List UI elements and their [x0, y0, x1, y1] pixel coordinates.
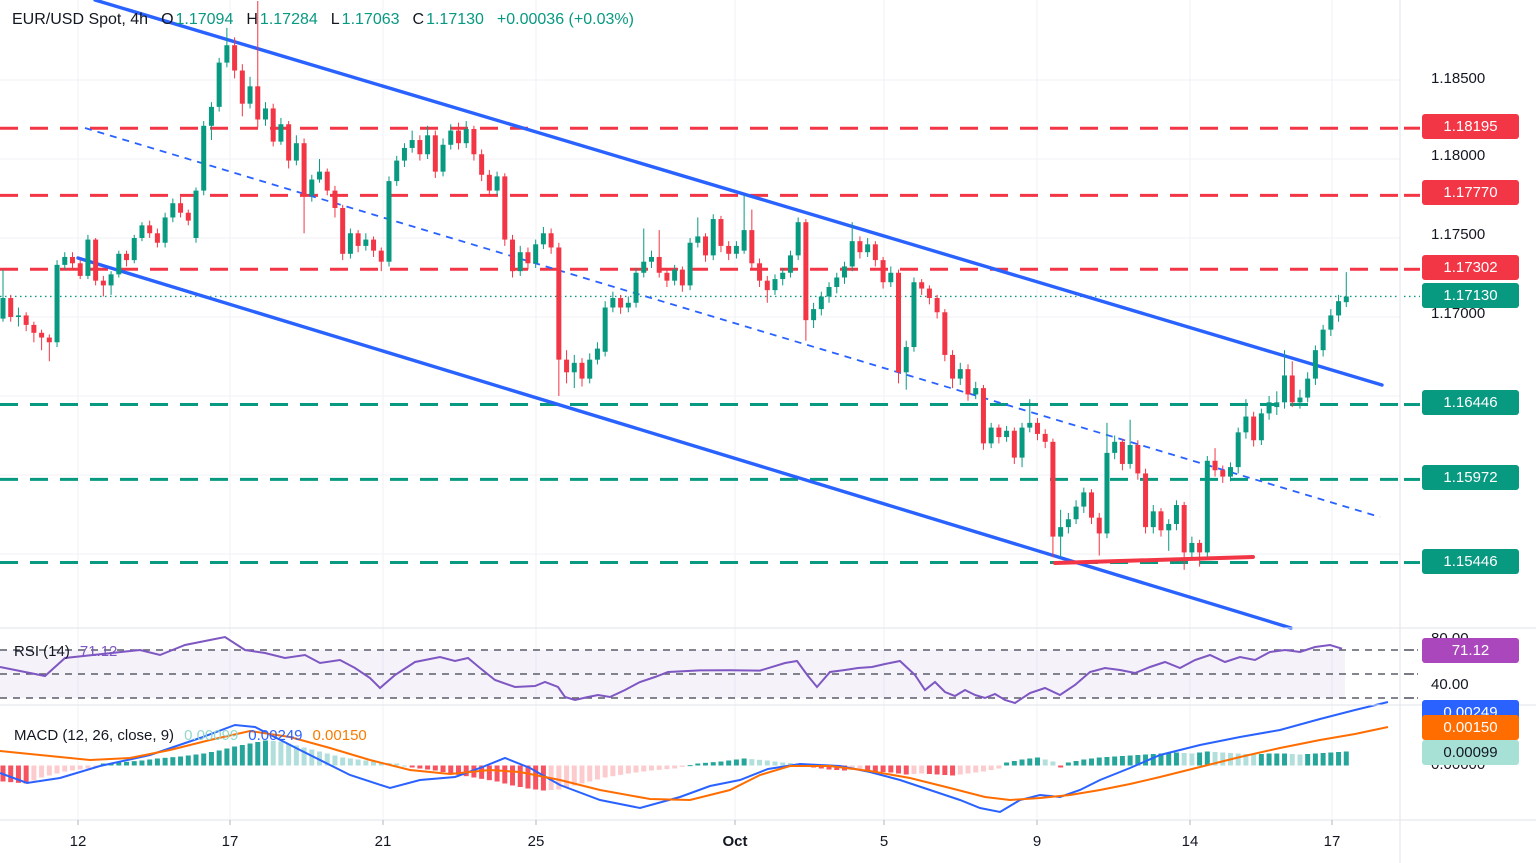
rsi-label: RSI (14) [14, 643, 70, 660]
support-badge-3[interactable]: 1.15446 [1422, 549, 1519, 574]
channel-lines [76, 0, 1384, 630]
ohlc-high: H 1.17284 [246, 11, 318, 28]
macd-signal-line [0, 726, 1389, 802]
symbol-legend[interactable]: EUR/USD Spot, 4h O 1.17094 H 1.17284 L 1.17… [12, 11, 634, 29]
support-badge-2[interactable]: 1.15972 [1422, 465, 1519, 490]
macd-legend[interactable]: MACD (12, 26, close, 9) 0.00099 0.00249 … [14, 727, 367, 744]
macd-signal-badge[interactable]: 0.00150 [1422, 715, 1519, 740]
macd-hist-value: 0.00099 [184, 727, 239, 744]
time-label: 21 [374, 833, 392, 850]
price-tick: 1.18000 [1431, 147, 1486, 164]
macd-signal-value: 0.00150 [312, 727, 367, 744]
macd-label: MACD (12, 26, close, 9) [14, 727, 175, 744]
price-tick: 1.18500 [1431, 70, 1486, 87]
rsi-legend[interactable]: RSI (14) 71.12 [14, 643, 117, 660]
time-label: 17 [221, 833, 239, 850]
time-label: 14 [1181, 833, 1199, 850]
resistance-badge-2[interactable]: 1.17770 [1422, 180, 1519, 205]
ohlc-open: O 1.17094 [161, 11, 234, 28]
grid [0, 0, 1400, 820]
macd-histogram [0, 740, 1349, 791]
price-tick: 1.17000 [1431, 305, 1486, 322]
resistance-badge-1[interactable]: 1.18195 [1422, 114, 1519, 139]
rsi-tick-40: 40.00 [1431, 676, 1469, 693]
time-label: 17 [1323, 833, 1341, 850]
time-label: 25 [527, 833, 545, 850]
level-lines [0, 126, 1420, 565]
chart-plot-area[interactable] [0, 0, 1400, 820]
resistance-badge-3[interactable]: 1.17302 [1422, 255, 1519, 280]
symbol-title: EUR/USD Spot, 4h [12, 11, 149, 28]
rsi-value-badge[interactable]: 71.12 [1422, 638, 1519, 663]
rsi-band [0, 649, 1418, 699]
support-badge-1[interactable]: 1.16446 [1422, 390, 1519, 415]
price-tick: 1.17500 [1431, 226, 1486, 243]
ohlc-low: L 1.17063 [330, 11, 400, 28]
time-label: 9 [1032, 833, 1042, 850]
rsi-value: 71.12 [79, 643, 118, 660]
time-label: 12 [69, 833, 87, 850]
macd-hist-badge[interactable]: 0.00099 [1422, 740, 1519, 765]
current-price-badge[interactable]: 1.17130 [1422, 283, 1519, 308]
rsi-line [0, 635, 1343, 705]
price-change: +0.00036 (+0.03%) [496, 11, 634, 28]
macd-line [0, 701, 1389, 814]
macd-line-value: 0.00249 [248, 727, 303, 744]
candles [0, 1, 1349, 570]
ohlc-close: C 1.17130 [412, 11, 484, 28]
support-trendline[interactable] [1053, 555, 1255, 565]
time-label-month: Oct [722, 833, 748, 850]
time-label: 5 [879, 833, 889, 850]
